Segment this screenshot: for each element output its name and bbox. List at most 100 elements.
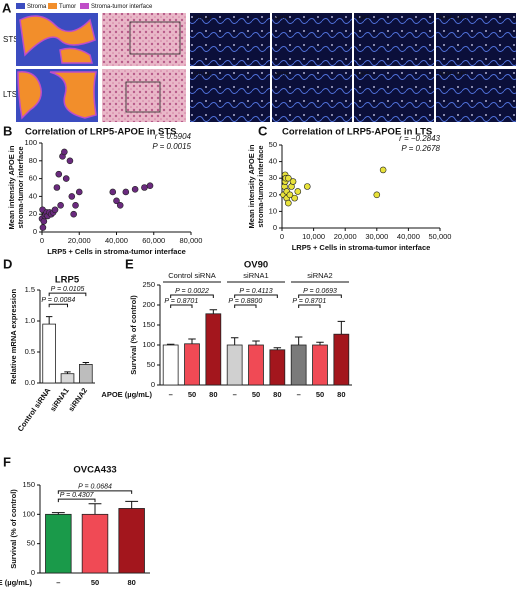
y-tick-label: 0	[151, 380, 155, 389]
x-axis-label: LRP5 + Cells in stroma-tumor interface	[47, 247, 186, 256]
x-tick-label: 20,000	[68, 236, 91, 245]
x-tick-label: 50	[91, 578, 99, 587]
y-tick-label: 10	[269, 206, 277, 215]
row-label: STS	[3, 35, 19, 44]
annotation: P = 0.0015	[152, 142, 191, 151]
point	[109, 188, 117, 196]
point	[61, 148, 68, 156]
x-tick-label: 60,000	[142, 236, 165, 245]
point	[51, 206, 59, 214]
x-tick-label: –	[233, 390, 237, 399]
bracket	[298, 304, 321, 308]
y-tick-label: 80	[29, 156, 37, 165]
y-axis-label: Mean intensity APOE in	[247, 144, 256, 228]
chart-title: Correlation of LRP5-APOE in STS	[25, 127, 177, 138]
annotation: P = 0.4113	[239, 288, 272, 295]
point	[70, 210, 77, 218]
y-tick-label: 100	[142, 340, 155, 349]
x-tick-label: 10,000	[302, 232, 325, 241]
y-tick-label: 100	[22, 509, 35, 518]
fluorescence-image	[190, 69, 270, 122]
bar	[205, 313, 222, 386]
bar	[42, 323, 56, 384]
error-bar	[273, 347, 282, 350]
annotation: P = 0.0105	[51, 286, 85, 293]
x-tick-label: 0	[40, 236, 44, 245]
channel-label: COL1A1	[193, 71, 212, 77]
y-tick-label: 0.0	[25, 378, 35, 387]
error-bar	[230, 337, 239, 345]
bracket	[298, 294, 342, 298]
point	[68, 193, 76, 200]
roi-box	[129, 21, 181, 55]
panel-letter: C	[258, 123, 268, 138]
x-tick-label: –	[56, 578, 60, 587]
y-axis-label: Relative mRNA expression	[9, 289, 18, 385]
x-tick-label: 20,000	[334, 232, 357, 241]
point	[285, 199, 292, 207]
fluorescence-image	[354, 13, 434, 66]
y-axis-label: Survival (% of control)	[9, 489, 18, 569]
x-tick-label: Control siRNA	[16, 386, 53, 434]
bracket	[170, 304, 193, 308]
point	[57, 202, 64, 209]
y-axis-label: Mean intensity APOE in	[7, 145, 16, 229]
bracket	[170, 294, 214, 298]
point	[39, 224, 47, 231]
error-bar	[88, 503, 102, 515]
y-tick-label: 40	[269, 157, 277, 166]
legend-swatch	[16, 3, 25, 9]
legend-label: Stroma	[27, 4, 47, 10]
x-tick-label: 80	[209, 390, 217, 399]
point	[55, 170, 63, 178]
point	[294, 188, 302, 195]
bracket	[234, 294, 278, 298]
x-tick-label: 40,000	[397, 232, 420, 241]
group-label: siRNA2	[307, 271, 332, 280]
point	[40, 218, 48, 225]
y-tick-label: 100	[24, 138, 37, 147]
error-bar	[82, 362, 90, 365]
fluorescence-images: COL1A1 COL1A1 APOE APOE LRP5 LRP5 APOE LRP5 APO…	[190, 13, 516, 122]
error-bar	[64, 371, 71, 374]
bar	[226, 344, 243, 386]
y-tick-label: 60	[29, 174, 37, 183]
fluorescence-image	[190, 13, 270, 66]
y-tick-label: 150	[142, 320, 155, 329]
y-tick-label: 40	[29, 191, 37, 200]
y-tick-label: 20	[29, 209, 37, 218]
x-tick-label: 80	[127, 578, 135, 587]
annotation: P = 0.0022	[175, 288, 209, 295]
fluorescence-image	[354, 69, 434, 122]
point	[373, 191, 381, 199]
x-tick-label: 30,000	[365, 232, 388, 241]
y-axis-label: stroma-tumor interface	[256, 145, 265, 227]
fluorescence-image	[436, 13, 516, 66]
point	[66, 157, 74, 165]
point	[113, 197, 120, 205]
he-image	[102, 69, 186, 122]
bar	[312, 344, 328, 386]
x-axis-label: APOE (µg/mL)	[0, 578, 32, 587]
fluorescence-image	[436, 69, 516, 122]
row-label: LTS	[3, 90, 17, 99]
panel-letter: D	[3, 256, 12, 271]
legend-label: Stroma-tumor interface	[91, 4, 153, 10]
channel-label: APOE	[275, 15, 290, 21]
y-tick-label: 0	[31, 568, 35, 577]
channel-label: APOE LRP5	[439, 15, 467, 21]
bar	[184, 343, 200, 386]
error-bar	[337, 320, 346, 335]
point	[75, 188, 83, 196]
legend-swatch	[48, 3, 57, 9]
error-bar	[125, 500, 139, 509]
annotation: P = 0.8701	[164, 298, 198, 305]
point	[141, 184, 148, 191]
group-label: Control siRNA	[168, 271, 216, 280]
channel-label: LRP5	[357, 71, 370, 77]
point	[146, 182, 154, 190]
error-bar	[188, 338, 196, 344]
panel-letter: B	[3, 123, 12, 138]
point	[62, 175, 70, 182]
